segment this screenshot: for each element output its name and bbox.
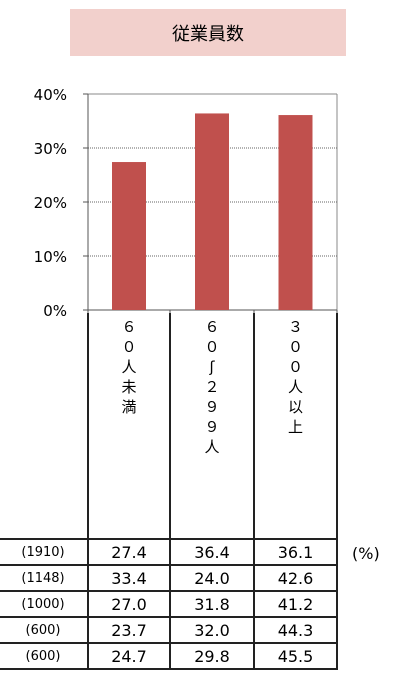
- table-vline: [87, 313, 89, 669]
- row-sample-size: (1148): [21, 571, 65, 586]
- category-label: 上: [288, 418, 303, 436]
- table-cell: 24.7: [111, 647, 147, 666]
- table-hline: [0, 564, 338, 566]
- bar: [195, 113, 229, 310]
- table-cell: 41.2: [277, 595, 314, 614]
- table-cell: 33.4: [111, 569, 147, 588]
- table-hline: [0, 538, 338, 540]
- category-label: 人: [204, 438, 219, 456]
- y-tick-label: 20%: [34, 194, 67, 212]
- category-label: ０: [204, 338, 219, 356]
- table-cell: 36.1: [277, 543, 314, 562]
- row-sample-size: (600): [25, 649, 61, 664]
- table-cell: 27.4: [111, 543, 147, 562]
- category-label: 未: [121, 378, 136, 396]
- table-cell: 32.0: [194, 621, 230, 640]
- table-cell: 36.4: [194, 543, 230, 562]
- category-label: ０: [288, 338, 303, 356]
- table-vline: [336, 313, 338, 669]
- table-cell: 27.0: [111, 595, 147, 614]
- table-hline: [0, 642, 338, 644]
- category-label: ２: [204, 378, 219, 396]
- table-cell: 44.3: [277, 621, 314, 640]
- table-hline: [0, 668, 338, 670]
- table-cell: 24.0: [194, 569, 230, 588]
- table-vline: [169, 313, 171, 669]
- table-hline: [0, 616, 338, 618]
- category-label: 満: [121, 398, 136, 416]
- chart-title: 従業員数: [70, 9, 346, 56]
- table-hline: [0, 590, 338, 592]
- row-sample-size: (1910): [21, 545, 65, 560]
- table-cell: 29.8: [194, 647, 230, 666]
- bar: [278, 115, 313, 310]
- category-label: ９: [204, 418, 219, 436]
- row-sample-size: (1000): [21, 597, 65, 612]
- y-tick-label: 10%: [34, 248, 67, 266]
- category-label: ６: [204, 318, 219, 336]
- y-tick-label: 30%: [34, 140, 67, 158]
- bar: [112, 162, 146, 310]
- y-tick-label: 40%: [34, 86, 67, 104]
- row-sample-size: (600): [25, 623, 61, 638]
- category-label: ３: [288, 318, 303, 336]
- table-cell: 45.5: [277, 647, 314, 666]
- table-vline: [253, 313, 255, 669]
- category-label: 人: [288, 378, 303, 396]
- table-cell: 31.8: [194, 595, 230, 614]
- category-label: ９: [204, 398, 219, 416]
- table-unit: (%): [352, 544, 380, 563]
- category-label: ０: [288, 358, 303, 376]
- category-label: ０: [121, 338, 136, 356]
- category-label: ʃ: [208, 358, 215, 376]
- table-cell: 42.6: [277, 569, 314, 588]
- category-label: 以: [288, 398, 303, 416]
- y-tick-label: 0%: [43, 302, 67, 320]
- category-label: ６: [121, 318, 136, 336]
- category-label: 人: [121, 358, 136, 376]
- table-cell: 23.7: [111, 621, 147, 640]
